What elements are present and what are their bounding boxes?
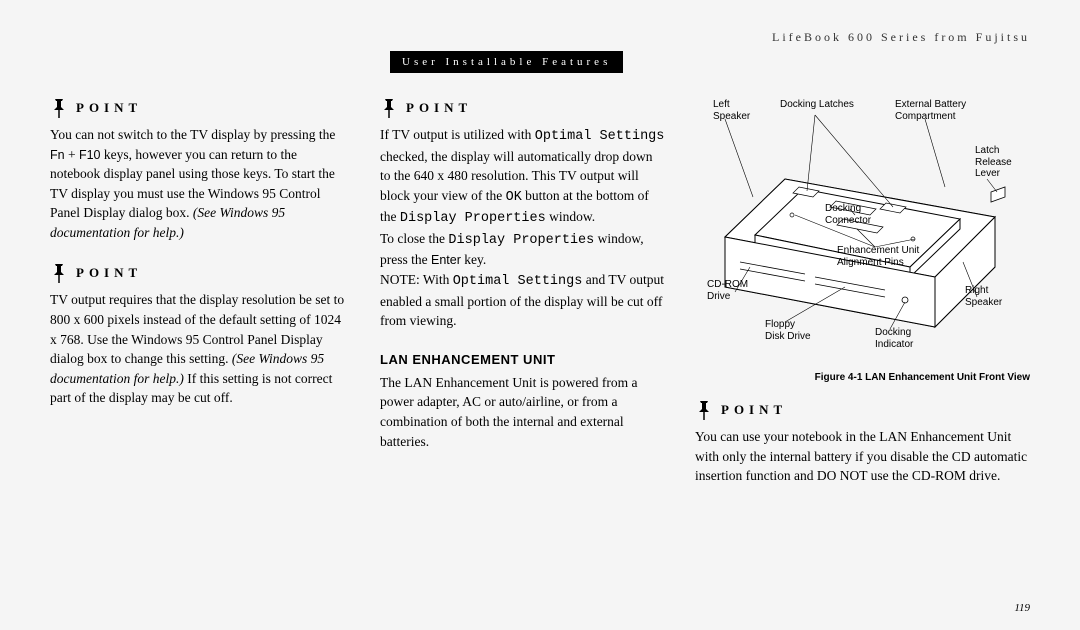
column-1: POINT You can not switch to the TV displ… — [50, 97, 350, 506]
column-3: Left Speaker Docking Latches External Batt… — [695, 97, 1030, 506]
figure-label-floppy: Floppy Disk Drive — [765, 319, 811, 342]
figure-label-docking-conn: Docking Connector — [825, 203, 871, 226]
key-fn: Fn — [50, 148, 65, 162]
point-body-2: TV output requires that the display reso… — [50, 290, 350, 407]
column-2: POINT If TV output is utilized with Opti… — [380, 97, 665, 506]
figure-label-docking-latches: Docking Latches — [780, 99, 854, 111]
content-columns: POINT You can not switch to the TV displ… — [50, 97, 1030, 506]
point-header: POINT — [50, 262, 350, 284]
point-header: POINT — [50, 97, 350, 119]
text: You can not switch to the TV display by … — [50, 127, 335, 142]
point-label: POINT — [406, 99, 472, 117]
figure-label-left-speaker: Left Speaker — [713, 99, 750, 122]
figure-lan-unit: Left Speaker Docking Latches External Batt… — [695, 97, 1030, 367]
point-label: POINT — [76, 99, 142, 117]
point-label: POINT — [721, 401, 787, 419]
code: Optimal Settings — [535, 129, 665, 144]
point-block-4: POINT You can use your notebook in the L… — [695, 399, 1030, 486]
point-block-1: POINT You can not switch to the TV displ… — [50, 97, 350, 242]
page-number: 119 — [1014, 602, 1030, 614]
point-block-2: POINT TV output requires that the displa… — [50, 262, 350, 407]
header-banner: User Installable Features — [390, 51, 623, 73]
code: Display Properties — [448, 233, 594, 248]
point-header: POINT — [695, 399, 1030, 421]
lan-unit-diagram — [695, 97, 1015, 367]
point-block-3: POINT If TV output is utilized with Opti… — [380, 97, 665, 331]
text: NOTE: With — [380, 272, 453, 287]
figure-label-latch-release: Latch Release Lever — [975, 145, 1012, 180]
figure-label-right-speaker: Right Speaker — [965, 285, 1002, 308]
point-body-4: You can use your notebook in the LAN Enh… — [695, 427, 1030, 486]
figure-label-enh-pins: Enhancement Unit Alignment Pins — [837, 245, 919, 268]
figure-caption: Figure 4-1 LAN Enhancement Unit Front Vi… — [695, 371, 1030, 385]
text: key. — [461, 252, 486, 267]
point-header: POINT — [380, 97, 665, 119]
lan-heading: LAN ENHANCEMENT UNIT — [380, 351, 665, 369]
lan-body: The LAN Enhancement Unit is powered from… — [380, 373, 665, 451]
text: If TV output is utilized with — [380, 127, 535, 142]
pushpin-icon — [380, 97, 398, 119]
text: window. — [546, 209, 595, 224]
code: Display Properties — [400, 211, 546, 226]
code: OK — [506, 190, 522, 205]
figure-label-cdrom: CD-ROM Drive — [707, 279, 748, 302]
key-f10: F10 — [79, 148, 101, 162]
text: To close the — [380, 231, 448, 246]
text: + — [65, 147, 79, 162]
pushpin-icon — [695, 399, 713, 421]
point-label: POINT — [76, 264, 142, 282]
header-brand: LifeBook 600 Series from Fujitsu — [50, 30, 1030, 45]
point-body-3: If TV output is utilized with Optimal Se… — [380, 125, 665, 331]
pushpin-icon — [50, 262, 68, 284]
key-enter: Enter — [431, 253, 461, 267]
pushpin-icon — [50, 97, 68, 119]
figure-label-docking-ind: Docking Indicator — [875, 327, 913, 350]
code: Optimal Settings — [453, 274, 583, 289]
point-body-1: You can not switch to the TV display by … — [50, 125, 350, 242]
figure-label-ext-battery: External Battery Compartment — [895, 99, 966, 122]
